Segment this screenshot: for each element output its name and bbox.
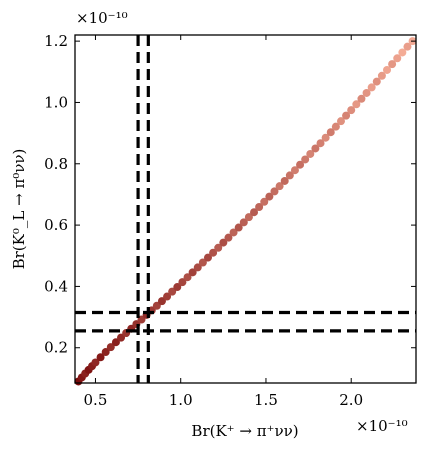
data-point — [198, 258, 207, 267]
data-point — [352, 100, 361, 109]
data-point — [316, 139, 325, 148]
data-point — [203, 253, 212, 262]
y-axis-label: Br(K⁰_L → π⁰νν) — [10, 149, 28, 270]
data-point — [296, 160, 305, 169]
y-tick-label: 1.2 — [44, 32, 68, 50]
data-point — [183, 273, 192, 282]
data-point — [244, 213, 253, 222]
data-point — [362, 88, 371, 97]
data-point — [111, 338, 120, 347]
data-point — [290, 166, 299, 175]
x-tick-label: 1.0 — [169, 391, 193, 409]
data-point — [255, 203, 264, 212]
y-tick-label: 0.2 — [44, 339, 68, 357]
data-point — [367, 83, 376, 92]
data-point — [398, 48, 407, 57]
data-point — [117, 333, 126, 342]
x-scale-label: ×10⁻¹⁰ — [356, 417, 408, 435]
data-point — [331, 122, 340, 131]
data-point — [152, 301, 161, 310]
y-tick-label: 0.4 — [44, 277, 68, 295]
data-point — [275, 182, 284, 191]
x-tick-label: 2.0 — [339, 391, 363, 409]
data-point — [270, 187, 279, 196]
data-point — [265, 192, 274, 201]
data-point — [209, 248, 218, 257]
data-point — [347, 106, 356, 115]
y-tick-label: 1.0 — [44, 93, 68, 111]
data-point — [234, 223, 243, 232]
data-point — [157, 297, 166, 306]
data-point — [188, 268, 197, 277]
reference-lines — [75, 35, 416, 383]
x-tick-label: 1.5 — [254, 391, 278, 409]
data-point — [393, 54, 402, 63]
y-scale-label: ×10⁻¹⁰ — [76, 9, 128, 27]
data-point — [383, 65, 392, 74]
data-point — [239, 218, 248, 227]
data-point — [326, 128, 335, 137]
data-point — [224, 233, 233, 242]
data-point — [178, 278, 187, 287]
data-point — [280, 176, 289, 185]
data-point — [306, 149, 315, 158]
data-point — [163, 292, 172, 301]
data-point — [403, 42, 412, 51]
data-point — [250, 208, 259, 217]
data-point — [96, 353, 105, 362]
data-point — [101, 348, 110, 357]
data-point — [285, 171, 294, 180]
data-point — [193, 263, 202, 272]
data-point — [106, 343, 115, 352]
data-point — [321, 133, 330, 142]
data-point — [214, 243, 223, 252]
x-axis-label: Br(K⁺ → π⁺νν) — [191, 422, 298, 440]
axis-ticks: 0.5 1.0 1.5 2.0 0.2 0.4 0.6 0.8 1.0 1.2 — [44, 32, 416, 409]
data-point — [388, 60, 397, 69]
data-point — [168, 287, 177, 296]
data-point — [342, 111, 351, 120]
data-point — [219, 238, 228, 247]
data-point — [229, 228, 238, 237]
data-points — [74, 37, 417, 386]
x-tick-label: 0.5 — [84, 391, 108, 409]
data-point — [377, 71, 386, 80]
data-point — [357, 94, 366, 103]
data-point — [301, 155, 310, 164]
data-point — [372, 77, 381, 86]
data-point — [260, 197, 269, 206]
y-tick-label: 0.8 — [44, 155, 68, 173]
data-point — [91, 358, 100, 367]
y-tick-label: 0.6 — [44, 216, 68, 234]
data-point — [173, 283, 182, 292]
data-point — [311, 144, 320, 153]
data-point — [336, 117, 345, 126]
plot-frame — [74, 34, 417, 384]
